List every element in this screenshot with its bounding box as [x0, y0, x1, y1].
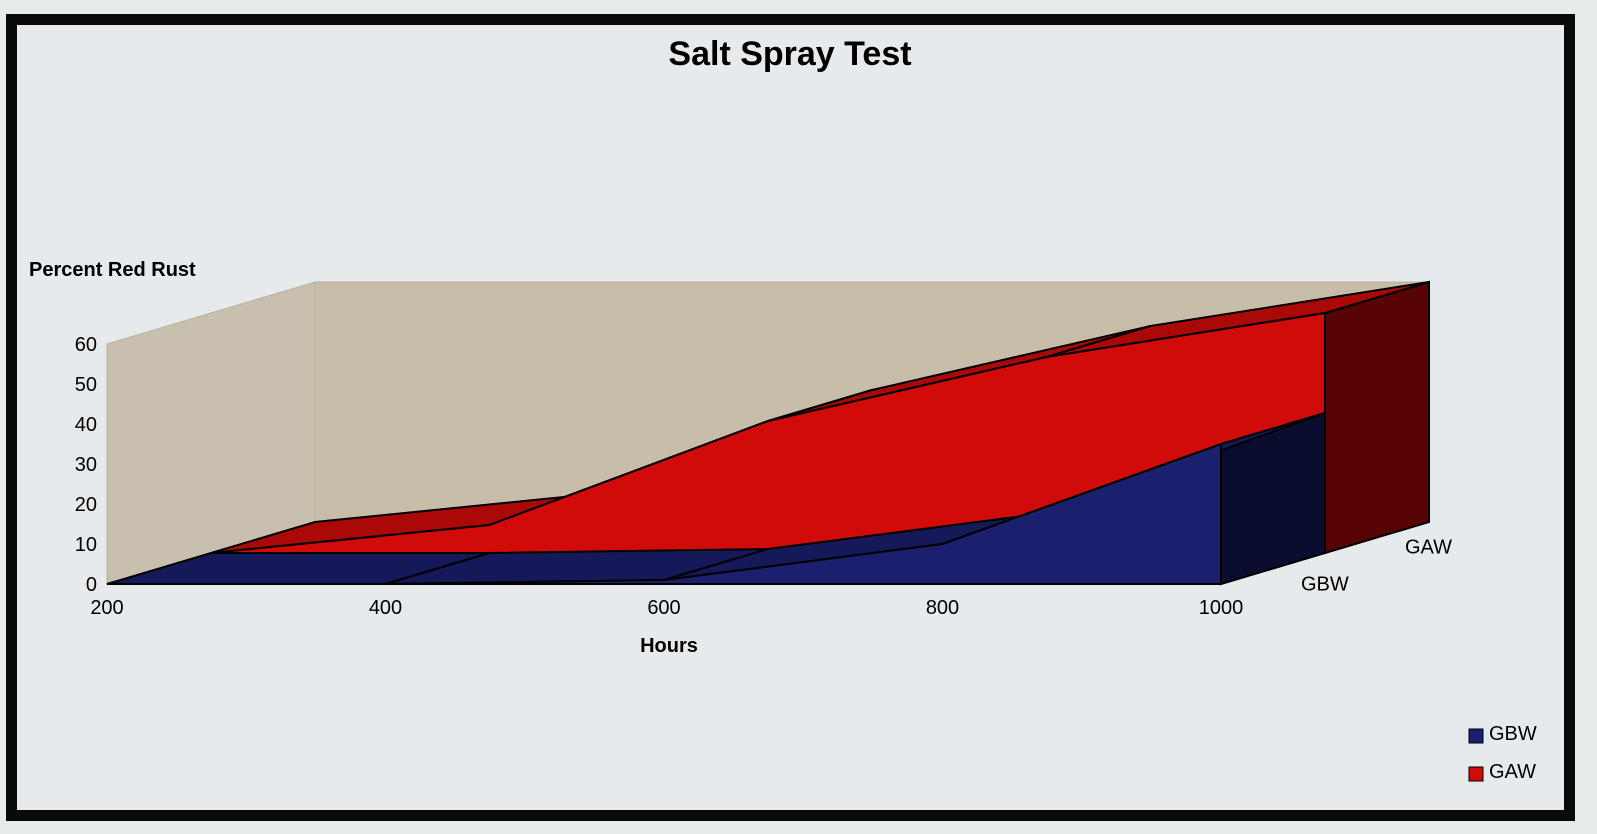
series-layer [106, 280, 1430, 586]
legend-label-gbw: GBW [1489, 723, 1537, 745]
y-tick-label: 0 [86, 574, 97, 596]
depth-label-gaw: GAW [1405, 537, 1452, 559]
series-gbw [106, 411, 1326, 586]
y-tick-label: 20 [75, 494, 97, 516]
axis-layer: 0 10 20 30 40 50 60 200 400 600 800 1000 GBW GAW [75, 334, 1452, 619]
series-front-face [107, 442, 1222, 585]
y-tick-label: 60 [75, 334, 97, 356]
x-tick-label: 200 [90, 597, 123, 619]
x-axis-title: Hours [640, 635, 698, 657]
y-tick-label: 50 [75, 374, 97, 396]
chart-frame: 0 10 20 30 40 50 60 200 400 600 800 1000 GBW GAW Salt… [6, 14, 1575, 821]
x-tick-label: 600 [647, 597, 680, 619]
y-tick-label: 10 [75, 534, 97, 556]
legend: GBW GAW [1468, 723, 1537, 783]
legend-swatch-gbw [1468, 728, 1484, 744]
salt-spray-chart: 0 10 20 30 40 50 60 200 400 600 800 1000 GBW GAW Salt… [29, 35, 1537, 783]
x-tick-label: 1000 [1199, 597, 1244, 619]
series-gaw [210, 280, 1430, 555]
x-tick-label: 800 [926, 597, 959, 619]
legend-label-gaw: GAW [1489, 761, 1536, 783]
y-axis-title: Percent Red Rust [29, 259, 196, 281]
x-tick-label: 400 [369, 597, 402, 619]
depth-label-gbw: GBW [1301, 574, 1349, 596]
legend-swatch-gaw [1468, 766, 1484, 782]
series-end-cap [1324, 280, 1430, 555]
chart-title: Salt Spray Test [668, 35, 911, 73]
y-tick-label: 30 [75, 454, 97, 476]
y-tick-label: 40 [75, 414, 97, 436]
